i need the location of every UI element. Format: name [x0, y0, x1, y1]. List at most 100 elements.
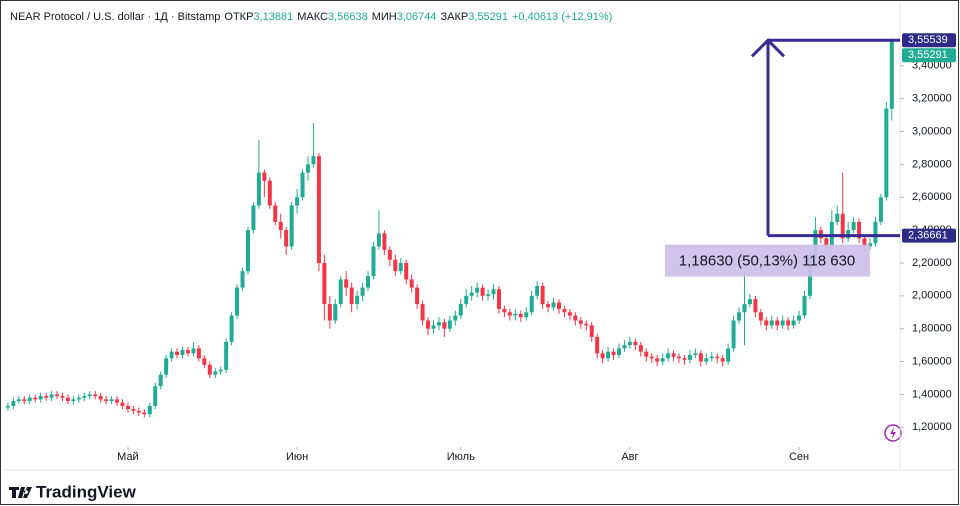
alert-icon[interactable]	[884, 424, 902, 442]
stat-label: МАКС	[297, 11, 328, 23]
candle-body	[295, 197, 300, 206]
candle-body	[824, 238, 829, 247]
alert-bolt[interactable]	[890, 427, 896, 439]
candle-body	[862, 238, 867, 247]
candle-body	[578, 320, 583, 324]
candle-body	[115, 399, 120, 403]
y-tick-label: 1,60000	[912, 355, 952, 367]
candle-body	[191, 348, 196, 354]
candle-body	[33, 397, 38, 400]
candle-body	[715, 356, 720, 359]
candle-body	[5, 405, 10, 408]
candle-body	[535, 285, 540, 296]
candle-body	[44, 396, 49, 398]
candle-body	[595, 336, 600, 354]
stat-label: ОТКР	[224, 11, 253, 23]
y-tick-label: 2,00000	[912, 290, 952, 302]
candle-body	[65, 397, 70, 401]
measure-box	[665, 244, 870, 277]
measure-label: 1,18630 (50,13%) 118 630	[679, 253, 856, 270]
candle-body	[518, 313, 523, 318]
candle-body	[649, 356, 654, 359]
candle-body	[27, 397, 32, 401]
candle-body	[458, 304, 463, 316]
candle-body	[366, 276, 371, 288]
header-text: NEAR Protocol / U.S. dollar · 1Д · Bitst…	[10, 11, 612, 23]
candle-body	[360, 287, 365, 296]
candle-body	[556, 302, 561, 309]
y-tick-label: 3,40000	[912, 60, 952, 72]
price-tag-label: 3,55539	[908, 34, 948, 46]
candle-body	[873, 221, 878, 244]
candle-body	[889, 40, 894, 109]
candle-body	[753, 299, 758, 313]
candle-body	[355, 295, 360, 305]
candle-body	[835, 213, 840, 222]
candle-body	[742, 304, 747, 313]
candle-body	[245, 230, 250, 272]
candle-body	[687, 354, 692, 360]
candle-body	[524, 312, 529, 318]
candle-body	[786, 320, 791, 326]
candle-body	[464, 295, 469, 305]
candle-body	[49, 394, 54, 398]
candle-body	[731, 320, 736, 349]
candle-body	[273, 205, 278, 222]
candle-body	[136, 410, 141, 413]
candle-body	[573, 315, 578, 321]
x-tick-label: Июн	[286, 451, 308, 463]
candle-body	[213, 371, 218, 375]
candle-body	[431, 325, 436, 329]
price-tag	[902, 228, 956, 243]
candle-body	[709, 356, 714, 359]
candle-body	[11, 400, 16, 406]
candle-body	[93, 394, 98, 397]
price-tag-label: 2,36661	[908, 230, 948, 242]
candle-body	[655, 358, 660, 362]
candle-body	[316, 156, 321, 263]
candle-body	[202, 358, 207, 365]
brand-logo: TradingView	[9, 482, 137, 501]
candle-body	[300, 172, 305, 198]
candle-body	[109, 399, 114, 401]
candle-body	[726, 348, 731, 362]
candle-body	[758, 312, 763, 321]
candle-body	[289, 205, 294, 247]
candle-body	[764, 320, 769, 326]
candle-body	[284, 230, 289, 247]
candle-body	[475, 287, 480, 293]
candle-body	[153, 386, 158, 406]
candle-body	[682, 358, 687, 360]
candle-body	[169, 351, 174, 359]
candle-body	[404, 262, 409, 280]
candle-body	[196, 348, 201, 359]
candle-body	[76, 397, 81, 400]
candle-body	[55, 394, 60, 397]
change: +0,40613 (+12,91%)	[512, 11, 612, 23]
candle-body	[747, 299, 752, 305]
candle-body	[262, 172, 267, 181]
x-tick-label: Сен	[789, 451, 809, 463]
candle-body	[693, 353, 698, 355]
candle-body	[589, 325, 594, 337]
candle-body	[453, 315, 458, 321]
candle-body	[240, 271, 245, 288]
candle-body	[502, 308, 507, 313]
candle-body	[267, 180, 272, 206]
x-tick-label: Июль	[447, 451, 475, 463]
candle-body	[797, 315, 802, 321]
candle-body	[60, 396, 65, 398]
candle-body	[338, 279, 343, 305]
candle-body	[813, 230, 818, 255]
candle-body	[207, 364, 212, 375]
candle-body	[878, 197, 883, 222]
candle-body	[469, 292, 474, 296]
candle-body	[638, 345, 643, 352]
candle-body	[442, 322, 447, 329]
candle-body	[551, 302, 556, 308]
candle-body	[562, 308, 567, 313]
stat-value: 3,56638	[328, 11, 368, 23]
candle-body	[344, 279, 349, 288]
y-tick-label: 1,20000	[912, 421, 952, 433]
